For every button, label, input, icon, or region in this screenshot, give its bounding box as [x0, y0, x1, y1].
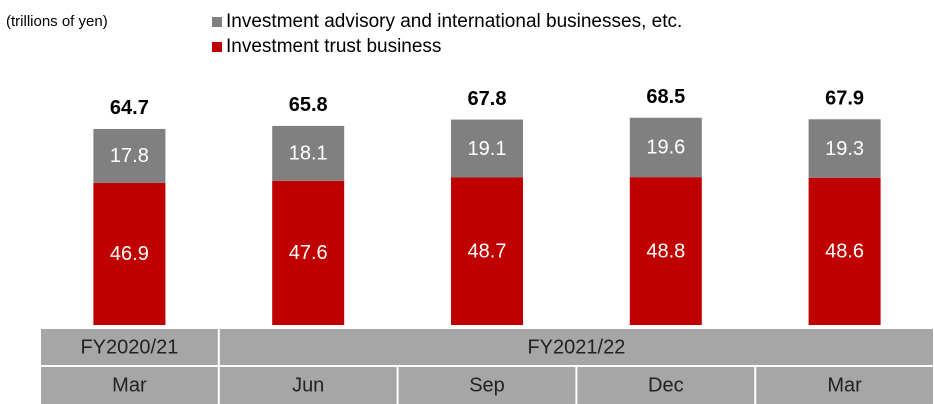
- segment-label: 48.6: [825, 241, 864, 263]
- bar-segment: [93, 182, 166, 325]
- x-tick-label: Mar: [112, 374, 147, 396]
- unit-label: (trillions of yen): [6, 13, 108, 30]
- bar-segment: [629, 177, 702, 325]
- bar-segment: [451, 177, 523, 325]
- category-cell: [756, 367, 933, 404]
- x-tick-label: Sep: [469, 374, 505, 396]
- total-label: 64.7: [110, 97, 149, 119]
- bar-segment: [808, 177, 881, 325]
- segment-label: 46.9: [110, 243, 149, 265]
- total-label: 65.8: [289, 94, 328, 116]
- segment-label: 19.3: [825, 138, 864, 160]
- bar-segment: [451, 119, 523, 178]
- bar-segment: [629, 117, 702, 178]
- category-cell: [41, 367, 218, 404]
- segment-label: 47.6: [289, 242, 328, 264]
- x-tick-label: Dec: [648, 374, 684, 396]
- segment-label: 19.1: [468, 138, 507, 160]
- bar-segment: [808, 119, 881, 178]
- group-label: FY2021/22: [527, 336, 625, 358]
- category-cell: [577, 367, 755, 404]
- legend-swatch: [212, 42, 222, 52]
- segment-label: 18.1: [289, 143, 328, 165]
- group-cell: [41, 329, 218, 365]
- segment-label: 48.7: [468, 241, 507, 263]
- bar-segment: [272, 180, 345, 325]
- legend-label: Investment trust business: [226, 36, 441, 57]
- total-label: 67.9: [825, 88, 864, 110]
- bar-segment: [272, 125, 345, 181]
- legend-label: Investment advisory and international bu…: [226, 11, 682, 32]
- category-cell: [219, 367, 397, 404]
- x-tick-label: Mar: [827, 374, 862, 396]
- bar-segment: [93, 128, 166, 183]
- segment-label: 48.8: [646, 240, 685, 262]
- group-cell: [219, 329, 934, 365]
- total-label: 68.5: [646, 86, 685, 108]
- x-tick-label: Jun: [292, 374, 324, 396]
- segment-label: 19.6: [646, 137, 685, 159]
- legend-swatch: [212, 17, 222, 27]
- category-cell: [398, 367, 576, 404]
- group-label: FY2020/21: [80, 336, 178, 358]
- total-label: 67.8: [468, 88, 507, 110]
- segment-label: 17.8: [110, 145, 149, 167]
